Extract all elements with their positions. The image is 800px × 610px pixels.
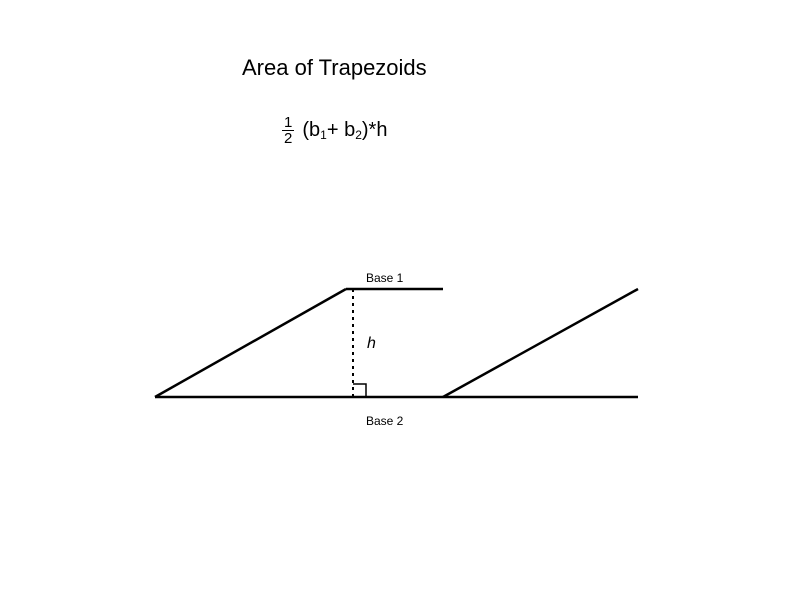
- right-slant-line: [443, 289, 638, 397]
- label-base-2: Base 2: [366, 414, 403, 428]
- label-base-1: Base 1: [366, 271, 403, 285]
- right-angle-marker: [353, 384, 366, 397]
- trapezoid-diagram: [0, 0, 800, 610]
- left-slant-line: [155, 289, 346, 397]
- label-height: h: [367, 335, 376, 353]
